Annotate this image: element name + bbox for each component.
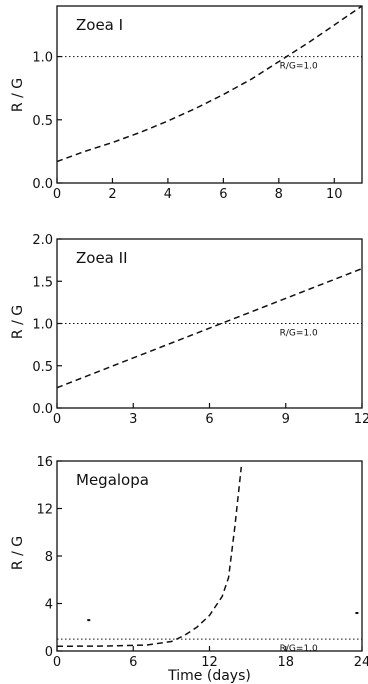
chart-panel-1: 0 2 4 6 8 10 0.0 0.5 1.0 R / G R/G=1.0 Zoea I [10,5,363,202]
reference-line-label: R/G=1.0 [280,329,318,339]
panel-title: Zoea II [76,249,128,267]
y-tick-label: 0.0 [32,402,53,417]
y-tick-label: 8 [45,550,53,565]
x-tick-label: 12 [354,412,368,427]
x-tick-label: 6 [219,187,227,202]
reference-line-label: R/G=1.0 [280,62,318,72]
x-tick-label: 12 [201,655,218,670]
x-tick-label: 0 [53,187,61,202]
x-axis-title: Time (days) [167,668,251,684]
y-tick-label: 0.5 [32,360,53,375]
x-tick-label: 6 [129,655,137,670]
x-tick-label: 4 [164,187,172,202]
series-line [57,267,362,389]
y-axis-title: R / G [10,536,26,570]
x-tick-label: 3 [129,412,137,427]
x-tick-label: 18 [277,655,294,670]
panel-title: Megalopa [76,471,149,489]
x-tick-label: 10 [326,187,343,202]
y-tick-label: 1.5 [32,275,53,290]
x-tick-label: 0 [53,655,61,670]
data-marker [87,619,91,622]
x-tick-label: 8 [275,187,283,202]
chart-panel-3: 0 6 12 18 24 0 4 8 12 16 R / G Time (days) R/G=1.0 Me… [10,455,368,684]
y-tick-label: 12 [36,503,53,518]
y-tick-label: 0 [45,645,53,660]
panel-title: Zoea I [76,16,123,34]
y-tick-label: 16 [36,455,53,470]
series-line [57,466,243,648]
y-axis-title: R / G [10,78,26,112]
reference-line-label: R/G=1.0 [280,644,318,654]
x-tick-label: 24 [354,655,368,670]
plot-frame [56,460,363,652]
y-tick-label: 1.0 [32,318,53,333]
y-tick-label: 2.0 [32,233,53,248]
y-tick-label: 0.0 [32,177,53,192]
y-tick-label: 1.0 [32,51,53,66]
y-tick-label: 4 [45,598,53,613]
plot-frame [56,5,363,184]
x-tick-label: 0 [53,412,61,427]
x-tick-label: 9 [282,412,290,427]
data-marker [355,612,359,614]
y-tick-label: 0.5 [32,114,53,129]
x-tick-label: 2 [108,187,116,202]
x-tick-label: 6 [205,412,213,427]
y-axis-title: R / G [10,305,26,339]
chart-panel-2: 0 3 6 9 12 0.0 0.5 1.0 1.5 2.0 R / G R/G=1.0 Zoea II [10,233,368,427]
series-line [57,6,362,163]
